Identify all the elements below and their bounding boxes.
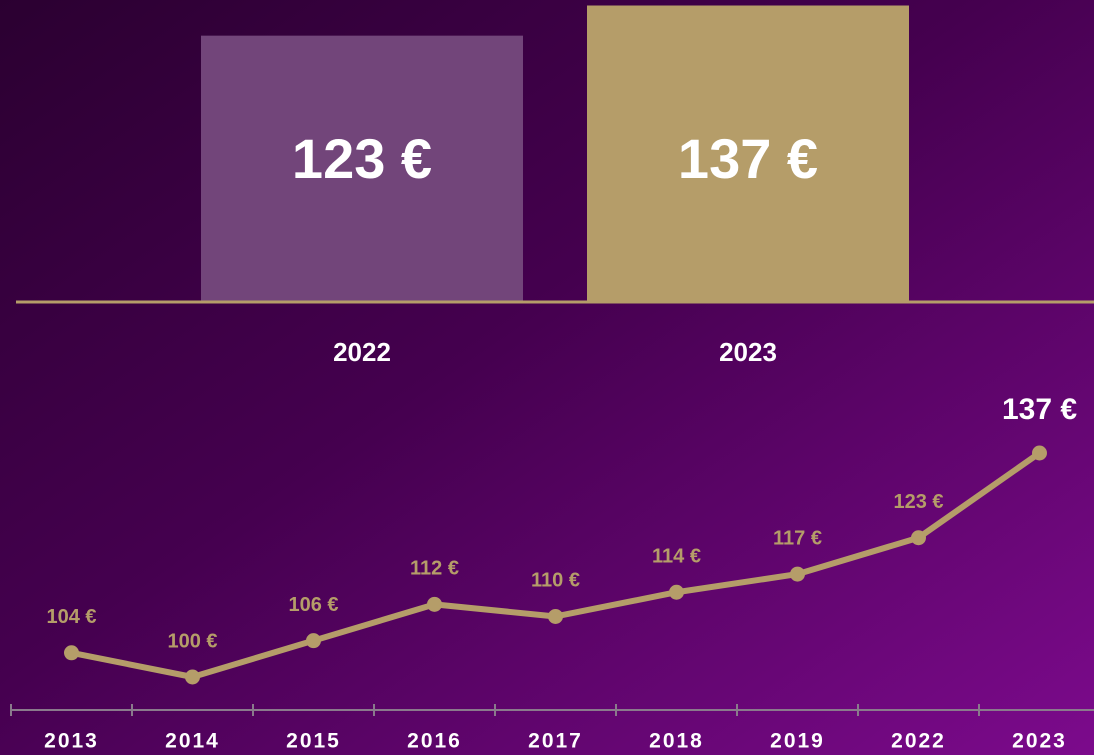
x-tick-label: 2013 <box>44 730 99 753</box>
bar <box>201 35 523 301</box>
point-value-label: 137 € <box>1002 393 1077 426</box>
point <box>911 530 926 546</box>
point <box>185 669 200 685</box>
x-tick-label: 2022 <box>333 337 391 367</box>
point <box>790 566 805 582</box>
point-value-label: 112 € <box>410 558 459 580</box>
point-value-label: 110 € <box>531 570 580 592</box>
point-value-label: 123 € <box>893 491 943 513</box>
x-tick-label: 2014 <box>165 730 220 753</box>
point <box>306 633 321 649</box>
x-tick-label: 2019 <box>770 730 825 753</box>
bar-value-label: 123 € <box>292 127 432 190</box>
point-value-label: 117 € <box>773 527 822 549</box>
bar-value-label: 137 € <box>678 127 818 190</box>
x-tick-label: 2016 <box>407 730 462 753</box>
point <box>1032 445 1047 461</box>
bar <box>587 5 909 301</box>
x-tick-label: 2023 <box>719 337 777 367</box>
point-value-label: 106 € <box>288 594 338 616</box>
point <box>548 608 563 624</box>
x-tick-label: 2023 <box>1012 730 1067 753</box>
x-tick-label: 2017 <box>528 730 583 753</box>
point <box>64 645 79 661</box>
point <box>427 596 442 612</box>
x-tick-label: 2015 <box>286 730 341 753</box>
point-value-label: 100 € <box>167 630 217 652</box>
point <box>669 584 684 600</box>
point-value-label: 104 € <box>46 606 96 628</box>
point-value-label: 114 € <box>652 546 701 568</box>
x-tick-label: 2022 <box>891 730 946 753</box>
x-tick-label: 2018 <box>649 730 704 753</box>
